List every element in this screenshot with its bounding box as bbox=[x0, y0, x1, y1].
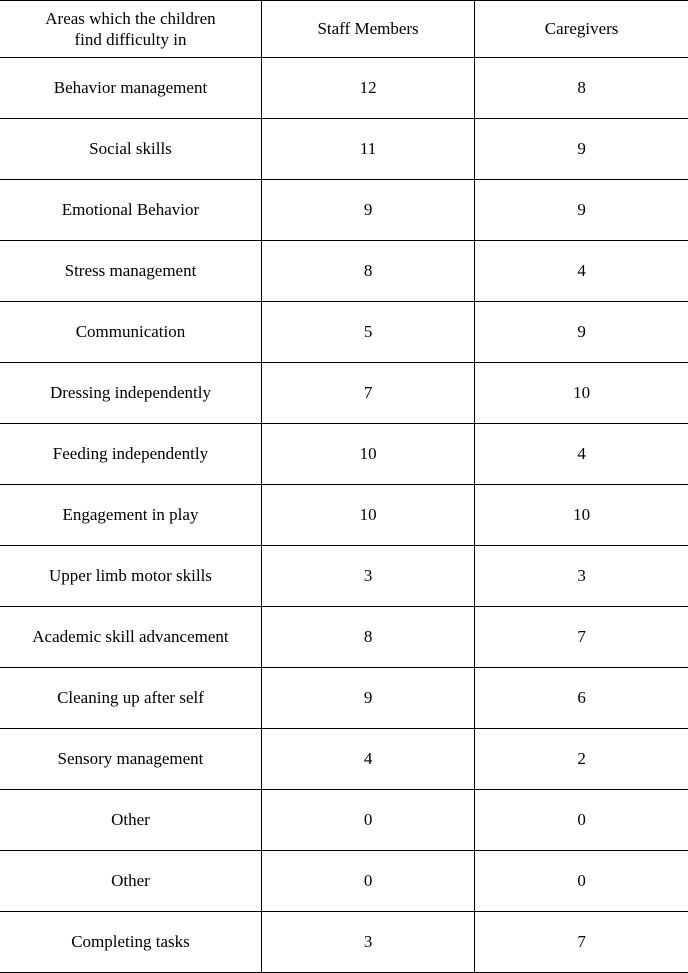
cell-caregivers: 10 bbox=[475, 363, 688, 424]
cell-staff: 4 bbox=[261, 729, 474, 790]
table-row: Behavior management128 bbox=[0, 58, 688, 119]
table-row: Completing tasks37 bbox=[0, 912, 688, 973]
cell-area: Academic skill advancement bbox=[0, 607, 261, 668]
table-row: Sensory management42 bbox=[0, 729, 688, 790]
cell-area: Dressing independently bbox=[0, 363, 261, 424]
cell-staff: 0 bbox=[261, 790, 474, 851]
cell-staff: 11 bbox=[261, 119, 474, 180]
cell-staff: 0 bbox=[261, 851, 474, 912]
cell-staff: 3 bbox=[261, 546, 474, 607]
difficulty-areas-table: Areas which the childrenfind difficulty … bbox=[0, 0, 688, 973]
table-header: Areas which the childrenfind difficulty … bbox=[0, 1, 688, 58]
cell-caregivers: 8 bbox=[475, 58, 688, 119]
table-row: Other00 bbox=[0, 790, 688, 851]
cell-staff: 9 bbox=[261, 180, 474, 241]
cell-staff: 8 bbox=[261, 241, 474, 302]
table-row: Social skills119 bbox=[0, 119, 688, 180]
cell-caregivers: 3 bbox=[475, 546, 688, 607]
table-row: Stress management84 bbox=[0, 241, 688, 302]
table-row: Emotional Behavior99 bbox=[0, 180, 688, 241]
cell-caregivers: 7 bbox=[475, 912, 688, 973]
cell-caregivers: 0 bbox=[475, 790, 688, 851]
column-header-area-line1: Areas which the childrenfind difficulty … bbox=[45, 9, 215, 49]
cell-area: Completing tasks bbox=[0, 912, 261, 973]
cell-caregivers: 7 bbox=[475, 607, 688, 668]
cell-area: Upper limb motor skills bbox=[0, 546, 261, 607]
cell-caregivers: 9 bbox=[475, 119, 688, 180]
cell-caregivers: 2 bbox=[475, 729, 688, 790]
table-row: Upper limb motor skills33 bbox=[0, 546, 688, 607]
cell-staff: 10 bbox=[261, 424, 474, 485]
column-header-area: Areas which the childrenfind difficulty … bbox=[0, 1, 261, 58]
table-body: Behavior management128Social skills119Em… bbox=[0, 58, 688, 973]
cell-caregivers: 4 bbox=[475, 241, 688, 302]
cell-caregivers: 9 bbox=[475, 302, 688, 363]
column-header-staff: Staff Members bbox=[261, 1, 474, 58]
cell-caregivers: 4 bbox=[475, 424, 688, 485]
cell-staff: 7 bbox=[261, 363, 474, 424]
table-header-row: Areas which the childrenfind difficulty … bbox=[0, 1, 688, 58]
cell-staff: 8 bbox=[261, 607, 474, 668]
cell-area: Emotional Behavior bbox=[0, 180, 261, 241]
cell-staff: 10 bbox=[261, 485, 474, 546]
cell-area: Cleaning up after self bbox=[0, 668, 261, 729]
table-row: Cleaning up after self96 bbox=[0, 668, 688, 729]
cell-area: Stress management bbox=[0, 241, 261, 302]
table-row: Dressing independently710 bbox=[0, 363, 688, 424]
cell-caregivers: 0 bbox=[475, 851, 688, 912]
cell-area: Social skills bbox=[0, 119, 261, 180]
table-row: Other00 bbox=[0, 851, 688, 912]
cell-caregivers: 6 bbox=[475, 668, 688, 729]
cell-staff: 3 bbox=[261, 912, 474, 973]
cell-area: Feeding independently bbox=[0, 424, 261, 485]
column-header-caregivers: Caregivers bbox=[475, 1, 688, 58]
cell-area: Sensory management bbox=[0, 729, 261, 790]
table-row: Feeding independently104 bbox=[0, 424, 688, 485]
cell-caregivers: 9 bbox=[475, 180, 688, 241]
cell-staff: 5 bbox=[261, 302, 474, 363]
cell-area: Other bbox=[0, 790, 261, 851]
table-row: Engagement in play1010 bbox=[0, 485, 688, 546]
table-row: Communication59 bbox=[0, 302, 688, 363]
cell-area: Communication bbox=[0, 302, 261, 363]
cell-staff: 12 bbox=[261, 58, 474, 119]
cell-area: Other bbox=[0, 851, 261, 912]
cell-area: Behavior management bbox=[0, 58, 261, 119]
cell-caregivers: 10 bbox=[475, 485, 688, 546]
cell-area: Engagement in play bbox=[0, 485, 261, 546]
table-row: Academic skill advancement87 bbox=[0, 607, 688, 668]
cell-staff: 9 bbox=[261, 668, 474, 729]
